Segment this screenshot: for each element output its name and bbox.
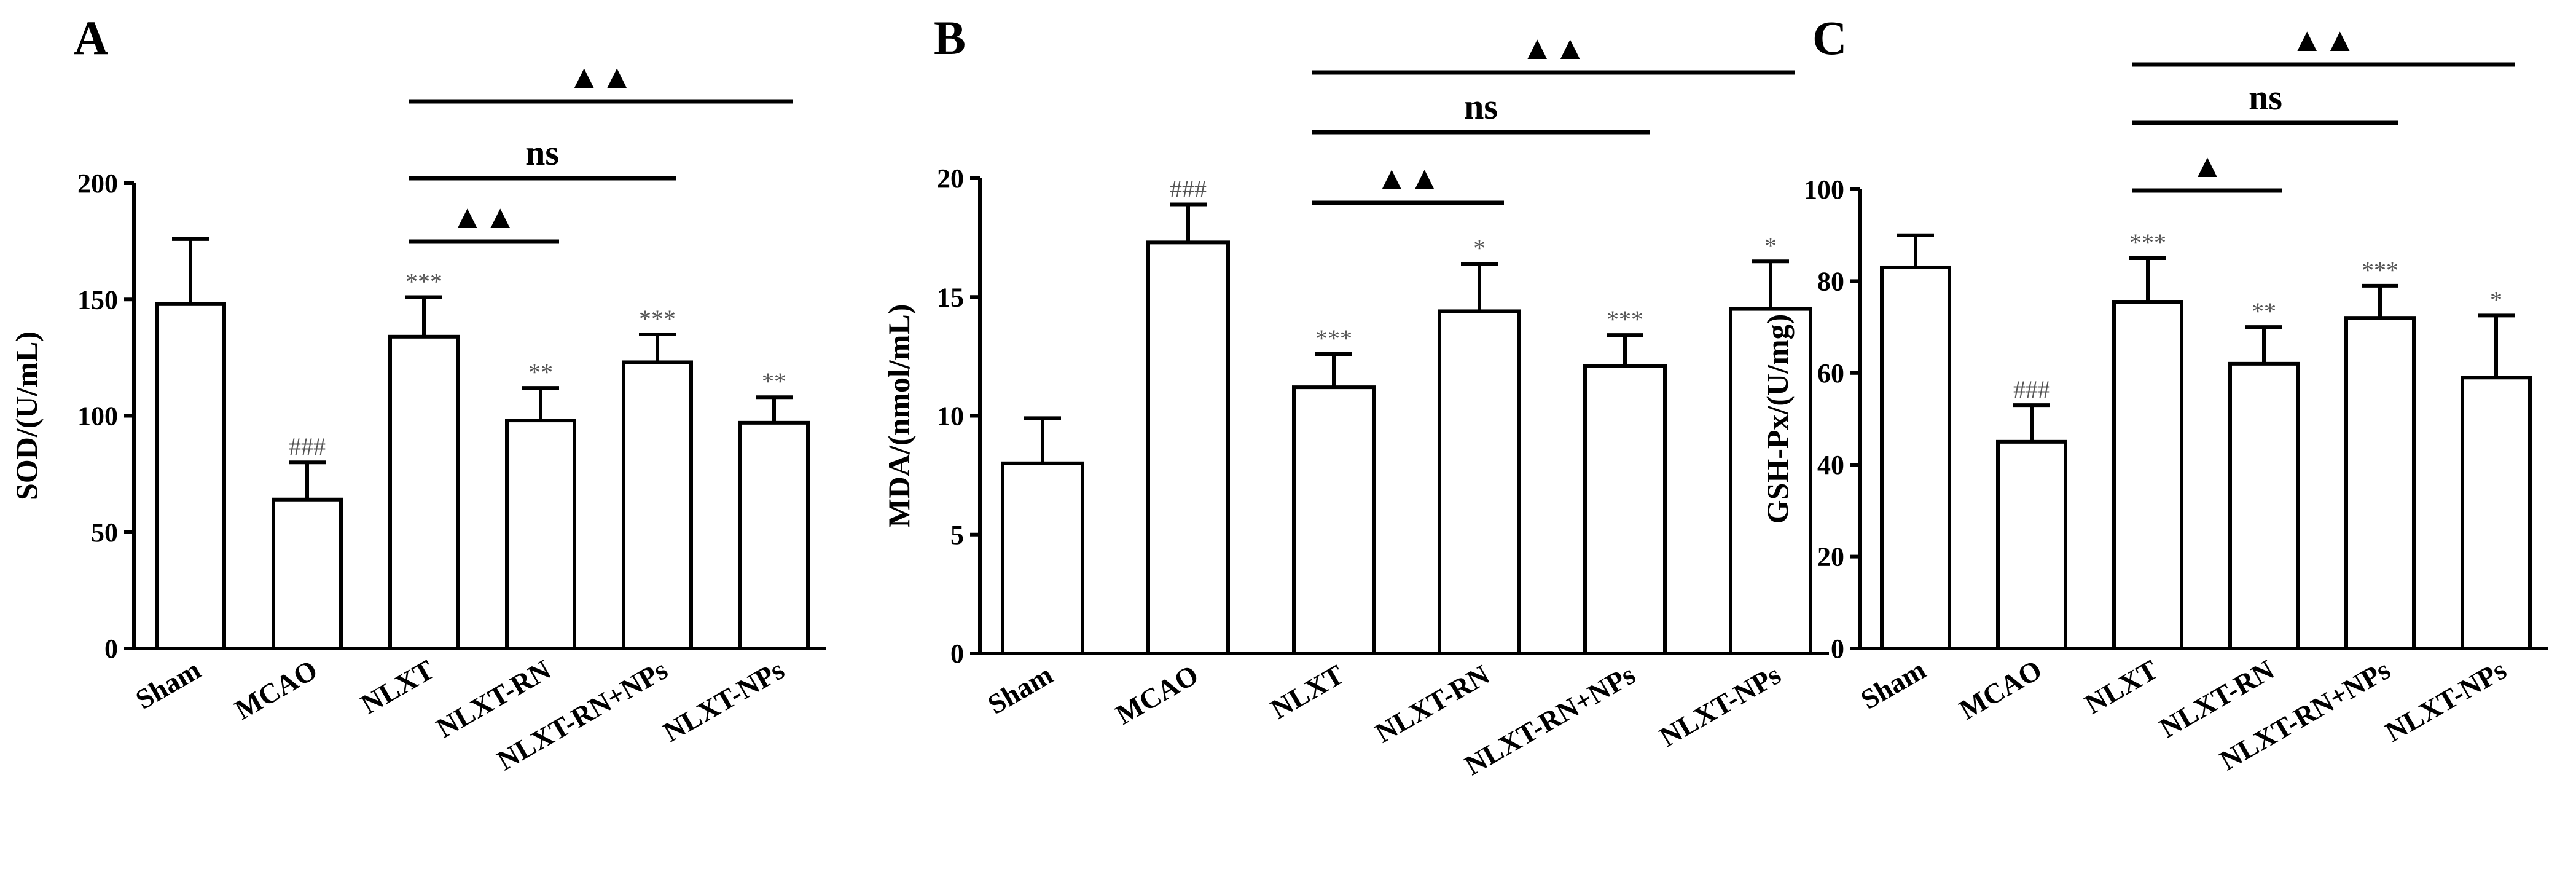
panel-b-chart: MDA/(nmol/mL) 0 5 10 15 20 Sham ### MCAO *** NLXT *… xyxy=(882,30,1829,781)
bar xyxy=(738,420,810,650)
significance-label: *** xyxy=(405,267,442,295)
comparison-label: ▲▲ xyxy=(1376,160,1441,197)
x-tick-label: MCAO xyxy=(1110,658,1204,730)
bar xyxy=(272,497,343,651)
significance-label: ** xyxy=(2252,297,2276,325)
bar xyxy=(2228,361,2300,650)
x-tick-label: NLXT xyxy=(1266,658,1349,725)
panel-c-chart: GSH-Px/(U/mg)020406080100Sham###MCAO***N… xyxy=(1760,22,2548,776)
y-tick-label: 10 xyxy=(937,401,964,431)
bar xyxy=(622,360,693,650)
bar xyxy=(1880,265,1951,650)
bar xyxy=(2112,300,2183,650)
y-axis-label: MDA/(nmol/mL) xyxy=(882,304,916,528)
y-tick-label: 20 xyxy=(937,163,964,194)
significance-label: ### xyxy=(289,433,326,460)
y-tick-label: 5 xyxy=(950,520,964,550)
comparison-label: ns xyxy=(2249,77,2282,117)
comparison-label: ▲▲ xyxy=(2291,22,2357,58)
comparison-label: ▲▲ xyxy=(1521,30,1587,66)
y-axis-label: SOD/(U/mL) xyxy=(9,331,44,500)
y-tick-label: 80 xyxy=(1817,266,1844,296)
significance-label: *** xyxy=(1607,305,1643,333)
y-tick-label: 0 xyxy=(104,634,118,664)
y-tick-label: 15 xyxy=(937,282,964,312)
panel-c-letter: C xyxy=(1812,11,1847,65)
y-tick-label: 200 xyxy=(77,168,118,199)
panel-b-letter: B xyxy=(934,11,966,65)
x-tick-label: NLXT-NPs xyxy=(1654,658,1786,752)
significance-label: ### xyxy=(1170,175,1207,203)
significance-label: ** xyxy=(528,358,553,386)
bar xyxy=(1438,309,1521,655)
significance-label: * xyxy=(1473,234,1486,262)
significance-label: *** xyxy=(2129,229,2166,256)
x-tick-label: NLXT-NPs xyxy=(658,653,789,747)
x-tick-label: Sham xyxy=(130,653,206,715)
y-axis-label: GSH-Px/(U/mg) xyxy=(1760,314,1795,524)
significance-label: *** xyxy=(2362,256,2398,284)
y-tick-label: 0 xyxy=(1831,634,1844,664)
x-tick-label: MCAO xyxy=(229,653,323,725)
x-tick-label: NLXT xyxy=(356,653,439,720)
y-tick-label: 100 xyxy=(77,401,118,431)
bar xyxy=(1583,364,1667,656)
y-tick-label: 50 xyxy=(91,518,118,548)
comparison-label: ns xyxy=(1464,87,1498,127)
significance-label: * xyxy=(2490,286,2502,313)
bar xyxy=(1001,461,1084,655)
bar xyxy=(505,419,576,650)
y-tick-label: 20 xyxy=(1817,542,1844,572)
comparison-label: ns xyxy=(525,133,559,173)
comparison-label: ▲▲ xyxy=(451,199,517,235)
bar xyxy=(388,334,460,650)
bar xyxy=(1996,439,2067,650)
significance-label: ** xyxy=(762,368,786,395)
bar xyxy=(1146,240,1230,656)
significance-label: * xyxy=(1764,232,1777,259)
x-tick-label: Sham xyxy=(1855,653,1931,715)
x-tick-label: NLXT-RN xyxy=(1370,658,1495,749)
x-tick-label: Sham xyxy=(982,658,1058,720)
panel-a-chart: SOD/(U/mL) 0 50 100 150 200 Sham ### MCAO *** NLXT… xyxy=(9,58,826,776)
x-tick-label: MCAO xyxy=(1954,653,2047,725)
bar xyxy=(2461,376,2532,651)
y-tick-label: 150 xyxy=(77,285,118,315)
y-tick-label: 100 xyxy=(1804,175,1844,205)
panel-a-letter: A xyxy=(74,11,108,65)
y-tick-label: 40 xyxy=(1817,450,1844,480)
bar xyxy=(1292,385,1376,655)
bar xyxy=(1729,307,1812,655)
y-tick-label: 0 xyxy=(950,639,964,669)
y-tick-label: 60 xyxy=(1817,358,1844,388)
comparison-label: ▲▲ xyxy=(568,58,633,95)
x-tick-label: NLXT-NPs xyxy=(2380,653,2511,747)
significance-label: ### xyxy=(2013,376,2050,403)
bar xyxy=(2344,316,2416,650)
significance-label: *** xyxy=(639,305,676,333)
comparison-label: ▲ xyxy=(2191,148,2223,184)
bar xyxy=(155,302,226,650)
significance-label: *** xyxy=(1315,325,1352,352)
x-tick-label: NLXT xyxy=(2080,653,2163,720)
